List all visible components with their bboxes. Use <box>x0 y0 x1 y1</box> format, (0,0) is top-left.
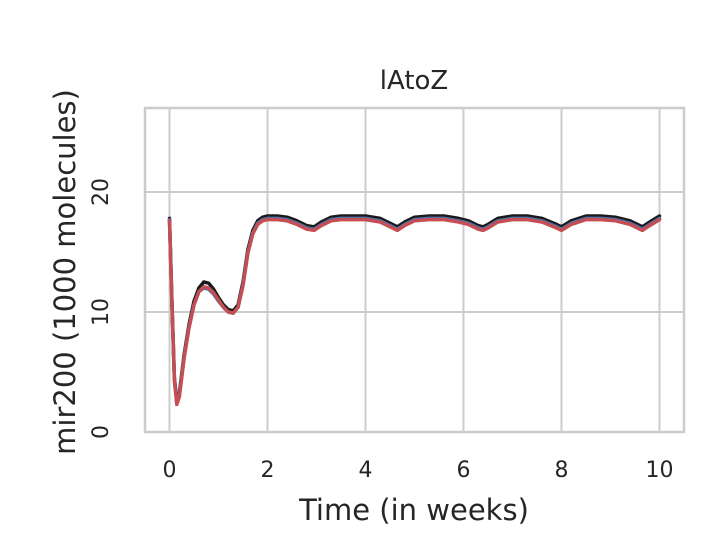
series-line-2 <box>167 216 662 405</box>
y-tick-label: 10 <box>89 298 114 326</box>
y-tick-labels: 0 10 20 <box>89 178 114 439</box>
x-tick-label: 10 <box>646 458 674 483</box>
x-tick-label: 6 <box>457 458 471 483</box>
series-line-3 <box>167 217 662 407</box>
y-axis-label: mir200 (1000 molecules) <box>48 89 82 455</box>
x-tick-label: 0 <box>163 458 177 483</box>
plot-frame <box>143 106 686 434</box>
series-layer <box>167 214 662 407</box>
x-axis-label: Time (in weeks) <box>298 493 529 527</box>
series-line-1 <box>167 214 662 403</box>
chart-title: lAtoZ <box>380 66 448 96</box>
y-tick-label: 20 <box>89 178 114 206</box>
grid <box>145 108 684 433</box>
x-tick-labels: 0 2 4 6 8 10 <box>163 458 674 483</box>
y-tick-label: 0 <box>89 425 114 439</box>
x-tick-label: 4 <box>359 458 373 483</box>
x-tick-label: 8 <box>555 458 569 483</box>
x-tick-label: 2 <box>261 458 275 483</box>
